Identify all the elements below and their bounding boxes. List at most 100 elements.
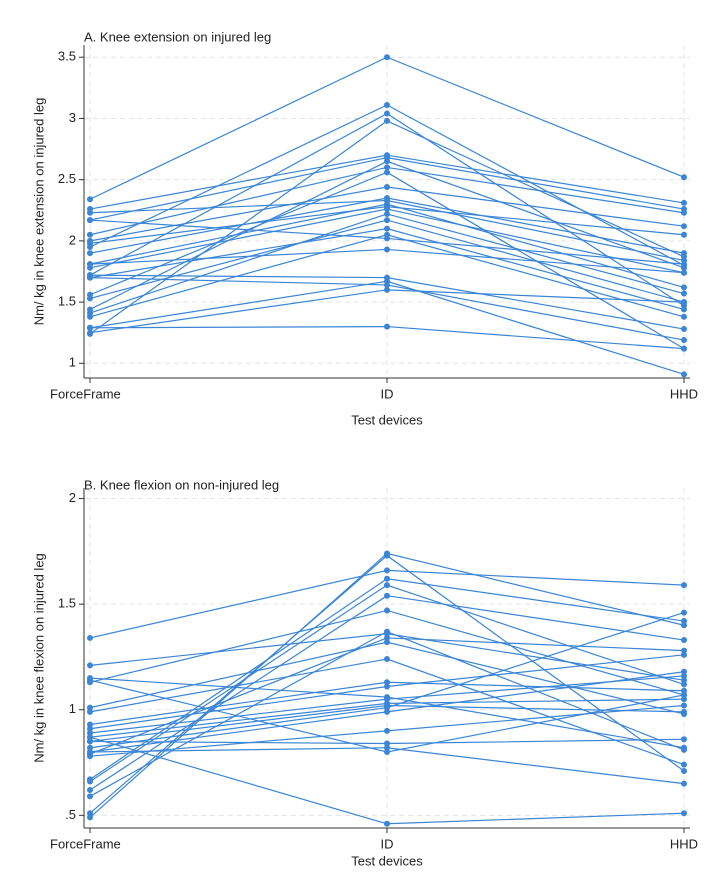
y-tick-label: 1.5 <box>58 294 76 309</box>
point <box>681 767 687 774</box>
point <box>384 639 390 646</box>
point <box>384 683 390 690</box>
y-tick-label: 3 <box>69 110 76 125</box>
point <box>681 618 687 625</box>
point <box>681 672 687 679</box>
point <box>87 744 93 751</box>
point <box>384 54 390 61</box>
point <box>681 746 687 753</box>
point <box>681 299 687 306</box>
point <box>87 261 93 268</box>
point <box>681 174 687 181</box>
point <box>384 744 390 751</box>
point <box>87 217 93 224</box>
chart-title: B. Knee flexion on non-injured leg <box>84 477 279 492</box>
point <box>384 592 390 599</box>
point <box>681 326 687 333</box>
point <box>87 274 93 281</box>
y-tick-label: 1 <box>69 355 76 370</box>
point <box>87 677 93 684</box>
point <box>681 637 687 644</box>
point <box>681 269 687 276</box>
point <box>681 313 687 320</box>
point <box>384 235 390 242</box>
x-tick-label: HHD <box>670 836 698 851</box>
point <box>681 681 687 688</box>
y-tick-label: 2 <box>69 490 76 505</box>
point <box>87 708 93 715</box>
point <box>681 696 687 703</box>
point <box>384 210 390 217</box>
point <box>681 582 687 589</box>
point <box>681 708 687 715</box>
point <box>87 725 93 732</box>
point <box>87 662 93 669</box>
point <box>384 217 390 224</box>
y-tick-label: 3.5 <box>58 49 76 64</box>
point <box>681 284 687 291</box>
x-axis-label: Test devices <box>351 853 423 868</box>
point <box>87 329 93 336</box>
point <box>681 691 687 698</box>
point <box>681 290 687 297</box>
point <box>87 721 93 728</box>
point <box>681 261 687 268</box>
x-tick-label: HHD <box>670 386 698 401</box>
point <box>87 240 93 247</box>
point <box>681 761 687 768</box>
x-tick-label: ForceFrame <box>50 836 121 851</box>
point <box>681 337 687 344</box>
point <box>384 117 390 124</box>
point <box>681 647 687 654</box>
point <box>384 101 390 108</box>
y-tick-label: 1.5 <box>58 596 76 611</box>
point <box>87 295 93 302</box>
point <box>384 184 390 191</box>
x-tick-label: ID <box>381 836 394 851</box>
point <box>681 622 687 629</box>
point <box>681 810 687 817</box>
x-tick-label: ForceFrame <box>50 386 121 401</box>
point <box>384 110 390 117</box>
point <box>681 250 687 257</box>
y-tick-label: 1 <box>69 701 76 716</box>
point <box>87 313 93 320</box>
point <box>384 748 390 755</box>
point <box>87 734 93 741</box>
y-tick-label: 2.5 <box>58 171 76 186</box>
point <box>681 677 687 684</box>
point <box>384 246 390 253</box>
point <box>681 668 687 675</box>
point <box>681 609 687 616</box>
point <box>87 196 93 203</box>
point <box>87 810 93 817</box>
point <box>87 231 93 238</box>
point <box>384 740 390 747</box>
point <box>384 286 390 293</box>
point <box>384 607 390 614</box>
point <box>87 748 93 755</box>
point <box>384 158 390 165</box>
x-tick-label: ID <box>381 386 394 401</box>
point <box>87 250 93 257</box>
y-axis-label: Nm/ kg in knee extension on injured leg <box>31 98 46 326</box>
point <box>384 679 390 686</box>
point <box>681 209 687 216</box>
point <box>384 323 390 330</box>
point <box>681 702 687 709</box>
point <box>384 582 390 589</box>
point <box>384 225 390 232</box>
point <box>681 306 687 313</box>
point <box>87 704 93 711</box>
point <box>681 345 687 352</box>
point <box>87 786 93 793</box>
point <box>681 780 687 787</box>
point <box>384 820 390 827</box>
point <box>87 814 93 821</box>
point <box>384 696 390 703</box>
y-tick-label: 2 <box>69 232 76 247</box>
point <box>384 575 390 582</box>
point <box>87 634 93 641</box>
